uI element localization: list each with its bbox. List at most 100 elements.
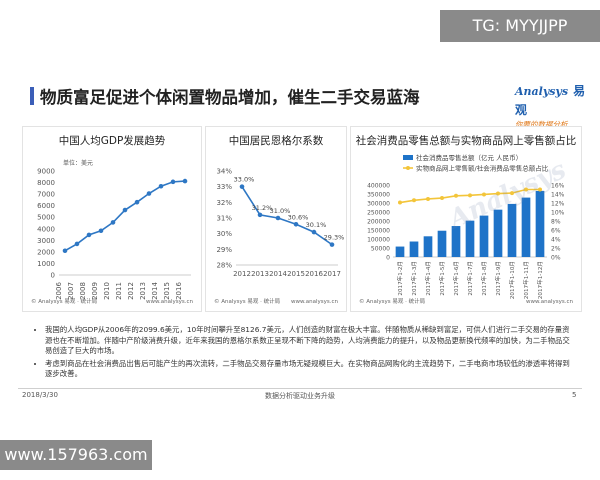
engel-chart-source: © Analysys 易观 · 统计局: [214, 299, 281, 305]
retail-legend-label: 社会消费品零售总额（亿元 人民币）: [416, 153, 522, 162]
gdp-y-tick-label: 1000: [37, 260, 55, 268]
retail-x-tick-label: 2017年1-8月: [480, 261, 488, 296]
gdp-chart-site: www.analysys.cn: [146, 299, 193, 305]
note-item: 我国的人均GDP从2006年的2099.6美元，10年时间攀升至8126.7美元…: [45, 325, 570, 357]
retail-bar: [423, 236, 433, 257]
engel-data-label: 31.0%: [270, 207, 291, 215]
gdp-x-tick-label: 2014: [151, 282, 159, 300]
analysys-logo: Analysys 易观 你要的数据分析: [515, 80, 590, 129]
gdp-y-tick-label: 0: [51, 272, 55, 280]
title-accent-bar: [30, 87, 34, 105]
gdp-data-point: [158, 183, 164, 189]
gdp-x-tick-label: 2009: [91, 282, 99, 300]
gdp-y-tick-label: 5000: [37, 214, 55, 222]
gdp-data-point: [98, 228, 104, 234]
retail-chart-panel: 社会消费品零售总额与实物商品网上零售额占比 社会消费品零售总额（亿元 人民币） 实…: [350, 126, 582, 312]
retail-ratio-point: [510, 191, 514, 196]
retail-chart-source: © Analysys 易观 · 统计局: [359, 299, 426, 305]
gdp-series-line: [64, 180, 186, 252]
page-number: 5: [572, 391, 577, 399]
retail-x-tick-label: 2017年1-2月: [396, 261, 404, 296]
gdp-data-point: [170, 179, 176, 185]
gdp-chart-title: 中国人均GDP发展趋势: [58, 135, 166, 147]
gdp-x-tick-label: 2016: [175, 282, 183, 300]
retail-x-tick-label: 2017年1-4月: [424, 261, 432, 296]
retail-ratio-point: [482, 192, 486, 197]
retail-ratio-point: [454, 193, 458, 198]
engel-y-tick-label: 31%: [216, 215, 232, 223]
retail-chart-svg: 社会消费品零售总额（亿元 人民币） 实物商品网上零售额/社会消费品零售总额占比 0 5…: [367, 153, 565, 299]
retail-y2-tick-label: 4%: [551, 236, 561, 243]
engel-chart-panel: 中国居民恩格尔系数 28% 29% 30% 31% 32% 33% 34% 2012 2013 2…: [205, 126, 347, 312]
gdp-x-tick-label: 2015: [163, 282, 171, 300]
retail-legend-swatch-bar: [403, 155, 413, 160]
retail-ratio-point: [398, 200, 402, 205]
retail-x-tick-label: 2017年1-7月: [466, 261, 474, 296]
retail-chart-site: www.analysys.cn: [526, 299, 573, 305]
retail-bar: [409, 241, 419, 257]
logo-tagline: 你要的数据分析: [515, 120, 568, 129]
gdp-x-tick-label: 2006: [55, 282, 63, 300]
retail-chart-title: 社会消费品零售总额与实物商品网上零售额占比: [355, 135, 577, 147]
engel-x-tick-label: 2014: [269, 270, 287, 278]
gdp-x-tick-label: 2011: [115, 282, 123, 300]
engel-chart-site: www.analysys.cn: [291, 299, 338, 305]
gdp-x-tick-label: 2007: [67, 282, 75, 300]
retail-bar: [535, 190, 545, 257]
gdp-y-tick-label: 9000: [37, 168, 55, 176]
gdp-data-point: [134, 199, 140, 205]
notes-block: 我国的人均GDP从2006年的2099.6美元，10年时间攀升至8126.7美元…: [35, 325, 570, 382]
engel-y-tick-label: 33%: [216, 183, 232, 191]
engel-data-point: [239, 184, 245, 189]
gdp-x-tick-label: 2012: [127, 282, 135, 300]
gdp-x-tick-label: 2008: [79, 282, 87, 300]
engel-x-tick-label: 2015: [287, 270, 305, 278]
gdp-x-tick-label: 2010: [103, 282, 111, 300]
engel-x-tick-label: 2016: [305, 270, 323, 278]
gdp-data-point: [86, 232, 92, 238]
engel-data-point: [329, 242, 335, 247]
gdp-y-tick-label: 3000: [37, 237, 55, 245]
retail-y-tick-label: 400000: [367, 182, 390, 189]
retail-bar: [479, 215, 489, 257]
engel-data-point: [311, 229, 317, 235]
retail-y-tick-label: 250000: [367, 209, 390, 216]
retail-y2-tick-label: 2%: [551, 245, 561, 252]
engel-data-label: 30.1%: [306, 221, 327, 229]
engel-data-label: 30.6%: [288, 213, 309, 221]
retail-ratio-point: [496, 191, 500, 196]
engel-chart-svg: 28%29%30%31%32%33%34%2012 2013 2014 2015 201…: [216, 168, 344, 279]
retail-x-tick-label: 2017年1-11月: [522, 261, 530, 299]
engel-y-tick-label: 34%: [216, 168, 232, 176]
retail-y2-tick-label: 0%: [551, 254, 561, 261]
footer-date: 2018/3/30: [22, 391, 58, 399]
gdp-y-tick-label: 8000: [37, 179, 55, 187]
retail-y2-tick-label: 16%: [551, 182, 565, 189]
page-title: 物质富足促进个体闲置物品增加，催生二手交易蓝海: [40, 88, 420, 107]
engel-data-point: [275, 215, 281, 221]
retail-bar: [465, 220, 475, 257]
telegram-watermark: TG: MYYJJPP: [440, 10, 600, 42]
retail-x-tick-label: 2017年1-12月: [536, 261, 544, 299]
retail-bar: [395, 246, 405, 257]
retail-x-tick-label: 2017年1-10月: [508, 261, 516, 299]
retail-y-tick-label: 150000: [367, 227, 390, 234]
retail-ratio-point: [524, 187, 528, 192]
engel-chart-title: 中国居民恩格尔系数: [228, 135, 324, 147]
logo-text-cn: 易观: [515, 84, 586, 117]
gdp-data-point: [110, 220, 116, 225]
retail-y-tick-label: 0: [386, 254, 390, 261]
retail-y-tick-label: 350000: [367, 191, 390, 198]
engel-data-label: 31.2%: [252, 204, 273, 212]
engel-x-tick-label: 2012: [233, 270, 251, 278]
gdp-data-point: [122, 207, 128, 213]
retail-x-tick-label: 2017年1-9月: [494, 261, 502, 296]
retail-ratio-point: [440, 196, 444, 201]
engel-x-tick-label: 2013: [251, 270, 269, 278]
retail-y2-tick-label: 12%: [551, 200, 565, 207]
note-item: 考虑到商品在社会消费品出售后可能产生的再次流转，二手物品交易存量市场无疑规模巨大…: [45, 359, 570, 380]
gdp-y-tick-label: 7000: [37, 191, 55, 199]
gdp-chart-source: © Analysys 易观 · 统计局: [31, 299, 98, 305]
logo-text-en: Analysys: [515, 85, 569, 98]
engel-x-tick-label: 2017: [323, 270, 341, 278]
